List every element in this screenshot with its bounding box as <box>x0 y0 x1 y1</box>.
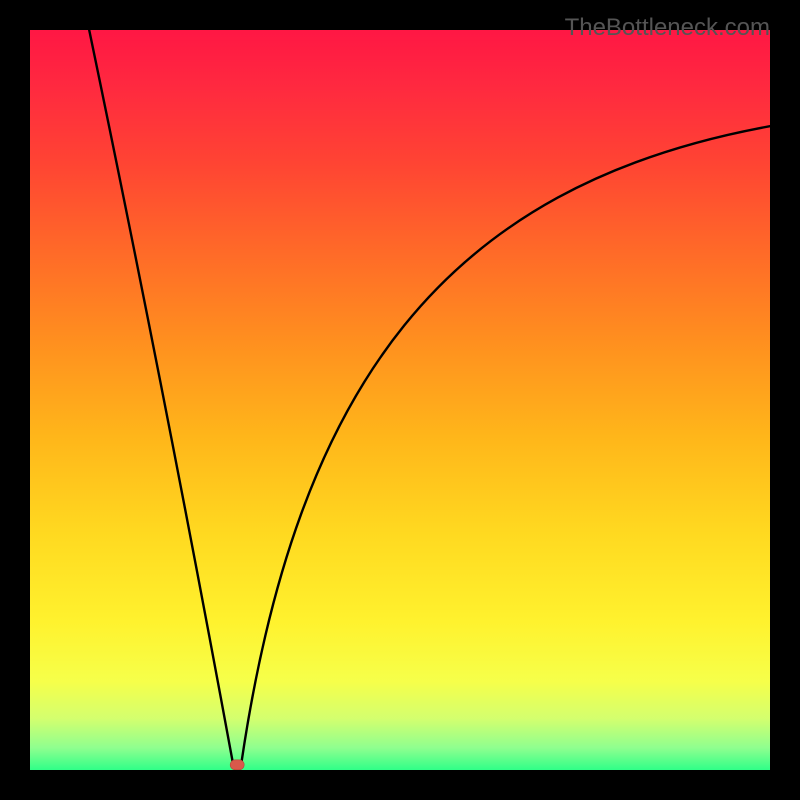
gradient-background <box>30 30 770 770</box>
chart-svg <box>30 30 770 770</box>
plot-area <box>30 30 770 770</box>
watermark-text: TheBottleneck.com <box>565 14 770 42</box>
chart-frame: TheBottleneck.com <box>0 0 800 800</box>
minimum-marker <box>230 760 244 770</box>
